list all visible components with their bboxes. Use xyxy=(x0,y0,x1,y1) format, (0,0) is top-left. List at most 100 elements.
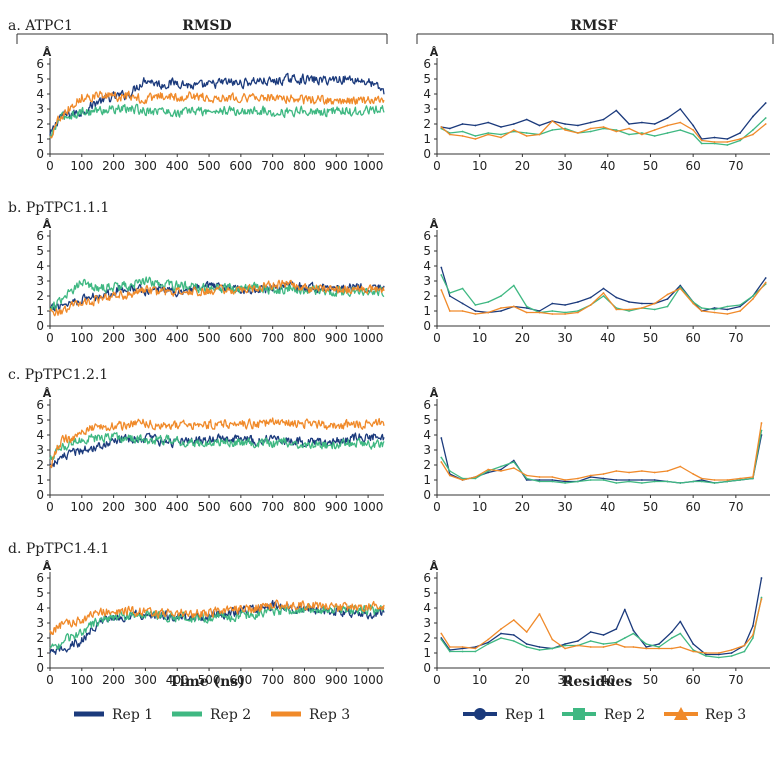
data-point-rep1 xyxy=(577,124,579,127)
data-point-rep1 xyxy=(615,479,618,481)
x-tick-label: 40 xyxy=(600,331,615,345)
data-point-rep1 xyxy=(645,646,648,648)
y-tick-label: 6 xyxy=(423,571,431,585)
x-tick-label: 500 xyxy=(198,500,221,514)
x-tick-label: 10 xyxy=(472,673,487,687)
x-tick-label: 800 xyxy=(293,673,316,687)
data-point-rep3 xyxy=(752,476,754,478)
data-point-rep3 xyxy=(487,133,490,136)
data-point-rep2 xyxy=(692,133,695,136)
series-line-rep2 xyxy=(440,117,767,146)
data-point-rep1 xyxy=(602,634,605,636)
x-tick-label: 0 xyxy=(46,673,54,687)
data-point-rep2 xyxy=(628,133,630,136)
data-point-rep2 xyxy=(461,477,464,480)
data-point-rep3 xyxy=(500,628,502,630)
data-point-rep3 xyxy=(670,647,673,650)
x-tick-label: 60 xyxy=(686,159,701,173)
x-tick-label: 70 xyxy=(728,500,743,514)
data-point-rep3 xyxy=(500,136,502,139)
y-tick-label: 6 xyxy=(423,398,431,412)
data-point-rep3 xyxy=(461,310,464,312)
data-point-rep1 xyxy=(440,637,443,639)
data-point-rep2 xyxy=(474,304,477,306)
panel-title-a: a. ATPC1 xyxy=(8,18,73,34)
data-point-rep3 xyxy=(679,121,682,124)
series-line-rep1 xyxy=(49,432,385,468)
data-point-rep3 xyxy=(538,311,541,314)
series-line-rep2 xyxy=(49,276,385,312)
data-point-rep3 xyxy=(551,120,554,122)
data-point-rep1 xyxy=(525,307,528,309)
data-point-rep3 xyxy=(538,613,541,615)
data-point-rep3 xyxy=(512,129,515,131)
y-tick-label: 3 xyxy=(423,274,431,288)
series-line-rep1 xyxy=(440,267,767,314)
data-point-rep2 xyxy=(752,477,754,480)
rmsd-header: RMSD xyxy=(182,18,231,34)
data-point-rep3 xyxy=(440,289,443,291)
data-point-rep1 xyxy=(670,631,673,633)
data-point-rep3 xyxy=(739,310,741,312)
data-point-rep2 xyxy=(525,132,528,134)
data-point-rep2 xyxy=(760,429,763,432)
data-point-rep2 xyxy=(461,650,464,653)
data-point-rep1 xyxy=(628,123,630,125)
series-line-rep2 xyxy=(49,103,385,139)
data-point-rep3 xyxy=(577,644,579,647)
data-point-rep3 xyxy=(628,471,630,474)
series-line-rep1 xyxy=(49,72,385,136)
y-tick-label: 6 xyxy=(36,571,44,585)
legend-label-rep3-rmsf: Rep 3 xyxy=(705,707,746,723)
data-point-rep3 xyxy=(525,311,528,314)
data-point-rep2 xyxy=(666,480,669,483)
data-point-rep2 xyxy=(726,144,729,146)
data-point-rep3 xyxy=(487,468,490,471)
data-point-rep3 xyxy=(525,631,528,633)
x-tick-label: 40 xyxy=(600,673,615,687)
data-point-rep2 xyxy=(653,480,656,483)
data-point-rep3 xyxy=(589,646,592,648)
y-tick-label: 3 xyxy=(423,443,431,457)
x-tick-label: 800 xyxy=(293,500,316,514)
y-tick-label: 4 xyxy=(423,428,431,442)
data-point-rep2 xyxy=(692,480,695,483)
data-point-rep3 xyxy=(752,133,754,136)
data-point-rep1 xyxy=(564,304,566,306)
legend-label-rep1-rmsf: Rep 1 xyxy=(505,707,546,723)
data-point-rep2 xyxy=(589,640,592,642)
x-tick-label: 700 xyxy=(261,159,284,173)
data-point-rep1 xyxy=(602,118,605,121)
y-unit-label: Å xyxy=(43,387,52,400)
y-unit-label: Å xyxy=(43,560,52,573)
data-point-rep3 xyxy=(602,473,605,475)
data-point-rep1 xyxy=(717,653,720,656)
x-tick-label: 600 xyxy=(229,159,252,173)
data-point-rep3 xyxy=(448,310,451,312)
x-tick-label: 70 xyxy=(728,673,743,687)
x-tick-label: 400 xyxy=(166,331,189,345)
data-point-rep1 xyxy=(632,629,635,632)
data-point-rep3 xyxy=(760,598,763,600)
data-point-rep3 xyxy=(577,311,579,314)
data-point-rep3 xyxy=(512,467,515,469)
data-point-rep3 xyxy=(764,123,767,125)
y-tick-label: 0 xyxy=(423,147,431,161)
data-point-rep2 xyxy=(717,656,720,659)
data-point-rep1 xyxy=(730,652,733,654)
series-line-rep1 xyxy=(49,599,385,655)
rmsf-header-bracket xyxy=(416,33,774,44)
data-point-rep1 xyxy=(752,625,754,627)
data-point-rep3 xyxy=(764,281,767,284)
data-point-rep2 xyxy=(653,135,656,137)
data-point-rep3 xyxy=(752,634,754,636)
data-point-rep2 xyxy=(666,305,669,308)
x-tick-label: 300 xyxy=(134,500,157,514)
data-point-rep2 xyxy=(679,129,682,131)
y-tick-label: 1 xyxy=(423,132,431,146)
y-tick-label: 2 xyxy=(36,289,44,303)
rmsf-header: RMSF xyxy=(570,18,617,34)
data-point-rep2 xyxy=(764,117,767,119)
data-point-rep2 xyxy=(739,479,741,481)
x-tick-label: 20 xyxy=(515,159,530,173)
